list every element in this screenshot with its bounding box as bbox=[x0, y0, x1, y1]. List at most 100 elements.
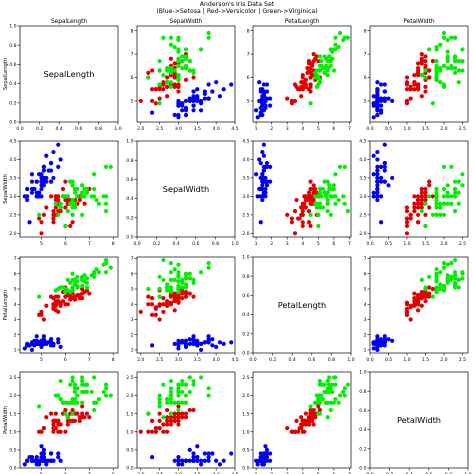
cell-0-1-xtick-label-2: 3.0 bbox=[175, 126, 182, 132]
cell-1-2-point-setosa-43 bbox=[263, 175, 268, 181]
cell-0-1-point-setosa-39 bbox=[191, 96, 196, 101]
cell-0-2-point-setosa-15 bbox=[261, 82, 266, 87]
column-title-2: PetalLength bbox=[285, 19, 320, 25]
cell-3-1-point-versicolor-26 bbox=[168, 415, 174, 420]
cell-3-3-xtick-label-2: 0.4 bbox=[406, 472, 413, 474]
cell-0-1-point-virginica-42 bbox=[165, 80, 170, 85]
cell-1-2-point-setosa-13 bbox=[255, 194, 260, 199]
cell-2-3-point-versicolor-40 bbox=[412, 296, 417, 301]
cell-0-1-point-setosa-6 bbox=[191, 108, 196, 113]
cell-1-2-point-versicolor-1 bbox=[308, 186, 313, 192]
cell-1-3-point-setosa-41 bbox=[378, 220, 384, 225]
cell-1-3-point-versicolor-27 bbox=[430, 194, 435, 199]
cell-3-1-point-virginica-31 bbox=[206, 393, 211, 398]
row-label-2: PetalLength bbox=[3, 290, 9, 321]
cell-1-0-point-setosa-46 bbox=[41, 164, 47, 169]
cell-3-1-point-virginica-23 bbox=[165, 400, 170, 405]
cell-3-1-point-setosa-43 bbox=[195, 444, 200, 449]
cell-1-2-point-versicolor-20 bbox=[313, 186, 318, 192]
cell-0-3-point-virginica-32 bbox=[449, 66, 454, 71]
cell-2-2-ytick-label-3: 0.6 bbox=[242, 293, 249, 299]
cell-3-1-point-setosa-31 bbox=[191, 451, 196, 456]
cell-0-1-point-virginica-35 bbox=[176, 35, 181, 40]
cell-1-3-point-versicolor-36 bbox=[423, 190, 428, 195]
cell-1-3-point-versicolor-48 bbox=[408, 212, 413, 217]
cell-3-1-point-setosa-37 bbox=[198, 462, 204, 467]
cell-2-3-point-setosa-13 bbox=[371, 346, 376, 351]
cell-3-1-point-virginica-33 bbox=[168, 411, 174, 416]
cell-1-2-ytick-label-5: 4.5 bbox=[242, 139, 249, 145]
cell-2-1-point-setosa-34 bbox=[180, 340, 185, 345]
cell-2-3-point-versicolor-43 bbox=[404, 312, 410, 318]
cell-3-2-point-virginica-8 bbox=[328, 400, 333, 405]
cell-3-2-point-virginica-38 bbox=[313, 400, 318, 405]
cell-3-2-point-virginica-46 bbox=[316, 397, 321, 402]
cell-1-3-point-versicolor-47 bbox=[415, 197, 421, 203]
cell-1-0-xtick-label-1: 6 bbox=[64, 241, 67, 247]
cell-1-2-point-versicolor-41 bbox=[310, 194, 315, 199]
cell-3-0-point-versicolor-40 bbox=[51, 422, 56, 427]
cell-3-0-point-virginica-17 bbox=[103, 386, 109, 391]
cell-3-1-point-setosa-33 bbox=[221, 458, 226, 463]
cell-1-0-xtick-label-0: 5 bbox=[40, 241, 43, 247]
cell-2-1-point-virginica-8 bbox=[157, 274, 162, 279]
cell-0-1-point-setosa-46 bbox=[206, 96, 211, 101]
cell-2-0-point-versicolor-31 bbox=[51, 306, 56, 311]
cell-0-2-point-versicolor-41 bbox=[310, 73, 315, 78]
cell-2-1-point-virginica-29 bbox=[176, 274, 181, 279]
cell-3-3-ytick-label-3: 0.6 bbox=[359, 408, 366, 414]
cell-2-3-point-versicolor-34 bbox=[423, 294, 428, 299]
cell-1-2-point-versicolor-36 bbox=[311, 190, 316, 195]
cell-0-0-xtick-label-0: 0.0 bbox=[16, 126, 23, 132]
cell-2-3-point-virginica-18 bbox=[452, 257, 458, 263]
cell-1-3-point-setosa-9 bbox=[371, 190, 376, 195]
cell-0-3-point-versicolor-35 bbox=[427, 75, 432, 80]
cell-2-3-point-versicolor-14 bbox=[415, 308, 421, 313]
cell-0-1-point-setosa-16 bbox=[210, 89, 215, 94]
cell-0-1-point-virginica-22 bbox=[168, 35, 174, 40]
cell-0-1-point-virginica-14 bbox=[168, 80, 174, 85]
cell-1-2-point-setosa-34 bbox=[261, 190, 266, 195]
cell-0-3-point-versicolor-30 bbox=[408, 87, 413, 92]
cell-3-0-point-virginica-45 bbox=[80, 382, 85, 387]
cell-2-3-point-virginica-11 bbox=[438, 282, 443, 287]
cell-1-3-point-virginica-31 bbox=[441, 164, 447, 169]
cell-0-1-point-setosa-3 bbox=[180, 108, 185, 113]
cell-0-1-point-versicolor-7 bbox=[153, 101, 158, 106]
cell-1-3-point-versicolor-26 bbox=[419, 201, 424, 206]
cell-3-1-point-virginica-18 bbox=[161, 382, 166, 387]
cell-1-3-point-versicolor-35 bbox=[427, 179, 432, 184]
cell-3-0-point-virginica-35 bbox=[103, 382, 109, 387]
cell-1-0-point-setosa-33 bbox=[51, 149, 56, 155]
cell-3-0-point-virginica-19 bbox=[63, 411, 68, 416]
cell-1-2-xtick-label-3: 4 bbox=[301, 241, 304, 247]
cell-1-3-point-versicolor-1 bbox=[423, 186, 428, 192]
cell-2-3-point-virginica-21 bbox=[441, 288, 447, 293]
cell-3-0-point-virginica-33 bbox=[70, 411, 75, 416]
cell-1-1-ytick-label-3: 0.6 bbox=[126, 177, 133, 183]
cell-2-3-point-versicolor-25 bbox=[419, 296, 424, 301]
cell-1-3-point-versicolor-12 bbox=[404, 223, 410, 229]
cell-0-3-point-virginica-46 bbox=[438, 68, 443, 73]
cell-2-1-point-versicolor-13 bbox=[172, 291, 177, 296]
cell-1-0-point-virginica-35 bbox=[103, 194, 109, 199]
cell-2-0-point-versicolor-0 bbox=[87, 291, 92, 296]
cell-0-2-point-virginica-44 bbox=[327, 59, 332, 64]
cell-3-1-point-setosa-48 bbox=[202, 458, 207, 463]
cell-3-1-point-versicolor-23 bbox=[168, 422, 174, 427]
cell-1-3-point-setosa-32 bbox=[371, 153, 376, 158]
cell-3-1-point-virginica-41 bbox=[180, 382, 185, 387]
cell-1-1-xtick-label-4: 0.8 bbox=[212, 241, 219, 247]
cell-2-3-point-setosa-31 bbox=[382, 340, 387, 345]
cell-1-3-point-virginica-17 bbox=[449, 164, 454, 169]
cell-3-0-ytick-label-3: 1.5 bbox=[9, 411, 16, 417]
cell-1-3-point-versicolor-10 bbox=[404, 231, 410, 236]
cell-1-0-point-setosa-37 bbox=[37, 172, 42, 177]
cell-2-0-point-versicolor-43 bbox=[39, 312, 44, 318]
cell-3-2-ytick-label-3: 1.5 bbox=[242, 411, 249, 417]
cell-1-3-point-versicolor-30 bbox=[408, 216, 413, 221]
column-title-1: SepalWidth bbox=[170, 19, 203, 25]
cell-3-0-point-virginica-6 bbox=[37, 404, 42, 409]
cell-3-1-point-virginica-28 bbox=[168, 389, 174, 395]
